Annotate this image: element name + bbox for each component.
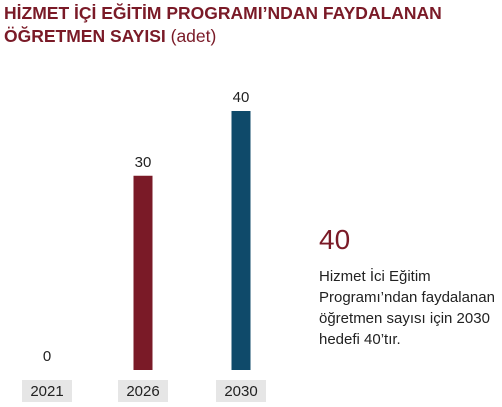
chart-title-text: HİZMET İÇİ EĞİTİM PROGRAMI’NDAN FAYDALAN… — [4, 3, 442, 46]
category-label-bg-2026 — [118, 380, 168, 402]
value-label-2026: 30 — [135, 154, 152, 171]
category-label-2030: 2030 — [224, 383, 257, 400]
value-label-2021: 0 — [43, 348, 51, 365]
chart-unit: (adet) — [170, 26, 217, 46]
value-label-2030: 40 — [233, 89, 250, 106]
category-label-2021: 2021 — [30, 383, 63, 400]
bar-2030 — [231, 111, 251, 370]
callout-value: 40 — [319, 224, 351, 255]
callout-text: Hizmet İci Eğitim Programı’ndan faydalan… — [319, 268, 495, 348]
category-label-2026: 2026 — [126, 383, 159, 400]
bar-2026 — [133, 175, 153, 370]
category-label-bg-2021 — [22, 380, 72, 402]
chart-title: HİZMET İÇİ EĞİTİM PROGRAMI’NDAN FAYDALAN… — [4, 2, 498, 48]
category-label-bg-2030 — [216, 380, 266, 402]
